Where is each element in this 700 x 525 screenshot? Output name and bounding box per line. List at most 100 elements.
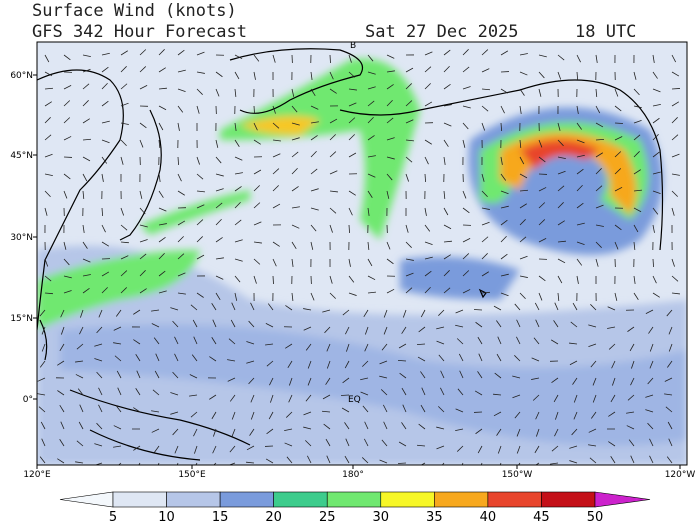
wind-barb [557, 292, 560, 301]
wind-barb [250, 394, 255, 403]
wind-barb [193, 428, 198, 437]
wind-barb [421, 387, 426, 396]
wind-barb [614, 105, 622, 112]
wind-barb [668, 438, 673, 447]
wind-barb [443, 190, 446, 199]
wind-barb [158, 190, 164, 198]
wind-barb [303, 426, 312, 430]
wind-barb [531, 357, 540, 362]
wind-barb [286, 456, 293, 464]
wind-barb [633, 275, 636, 284]
wind-barb [291, 258, 294, 267]
wind-barb [94, 462, 103, 465]
wind-barb [538, 187, 547, 192]
wind-barb [367, 190, 373, 198]
wind-barb [63, 54, 71, 61]
wind-barb [269, 377, 274, 386]
wind-barb [438, 309, 445, 316]
wind-barb [538, 71, 545, 79]
wind-barb [120, 50, 128, 56]
wind-barb [386, 173, 393, 181]
wind-barb [367, 100, 375, 107]
wind-barb [424, 83, 431, 90]
coastlines [37, 48, 664, 461]
wind-barb [383, 326, 388, 335]
wind-barb [443, 254, 451, 260]
wind-barb [234, 201, 241, 209]
wind-barb [462, 270, 470, 277]
wind-barb [424, 156, 429, 165]
wind-barb [493, 393, 502, 396]
wind-barb [177, 236, 184, 243]
wind-barb [424, 256, 433, 260]
wind-barb [196, 219, 204, 226]
wind-barb [405, 173, 409, 182]
wind-barb [664, 377, 673, 382]
wind-barb [538, 219, 546, 226]
wind-barb [648, 326, 654, 334]
wind-barb [172, 428, 179, 436]
wind-barb [329, 292, 336, 299]
wind-barb [671, 173, 680, 176]
wind-barb [671, 275, 679, 282]
wind-barb [310, 88, 316, 96]
wind-barb [246, 445, 255, 451]
wind-barb [420, 371, 426, 379]
wind-barb [265, 458, 274, 464]
wind-barb [60, 326, 65, 335]
wind-barb [538, 275, 546, 282]
wind-barb [519, 173, 528, 179]
wind-barb [367, 207, 370, 216]
wind-barb [438, 354, 445, 362]
wind-barb [462, 49, 469, 56]
wind-barb [573, 394, 578, 403]
wind-barb [101, 82, 108, 90]
wind-barb [310, 71, 313, 80]
colorbar-segment [541, 491, 596, 508]
wind-barb [291, 151, 299, 158]
wind-barb [576, 222, 585, 226]
wind-barb [379, 459, 388, 464]
wind-barb [44, 134, 52, 141]
wind-barb [386, 54, 395, 59]
wind-barb [139, 224, 148, 228]
wind-barb [380, 389, 388, 396]
wind-barb [305, 394, 312, 402]
wind-barb [177, 122, 180, 131]
wind-barb [588, 428, 597, 433]
wind-barb [196, 105, 200, 114]
wind-barb [481, 253, 488, 260]
wind-barb [494, 372, 502, 379]
wind-barb [329, 151, 337, 158]
wind-barb [379, 360, 388, 365]
wind-barb [401, 326, 407, 334]
wind-barb [360, 391, 369, 396]
wind-barb [462, 207, 470, 214]
wind-barb [569, 445, 578, 449]
wind-barb [213, 428, 217, 437]
wind-barb [436, 426, 445, 430]
wind-barb [457, 388, 464, 396]
wind-barb [405, 258, 414, 261]
wind-barb [94, 358, 103, 362]
wind-barb [461, 462, 464, 465]
wind-barb [82, 173, 88, 182]
wind-barb [234, 156, 243, 161]
wind-barb [310, 121, 319, 124]
wind-barb [82, 274, 91, 277]
wind-barb [481, 173, 485, 182]
wind-barb [158, 252, 165, 260]
wind-barb [456, 338, 464, 345]
wind-barb [177, 69, 186, 73]
wind-barb [63, 173, 71, 180]
wind-barb [652, 103, 661, 107]
wind-barb [234, 54, 243, 60]
wind-barb [194, 445, 198, 454]
wind-barb [253, 221, 262, 226]
wind-barb [133, 445, 141, 451]
wind-barb [627, 394, 635, 401]
wind-barb [626, 411, 635, 414]
wind-barb [310, 224, 317, 232]
wind-barb [440, 370, 445, 379]
wind-barb [553, 320, 559, 328]
